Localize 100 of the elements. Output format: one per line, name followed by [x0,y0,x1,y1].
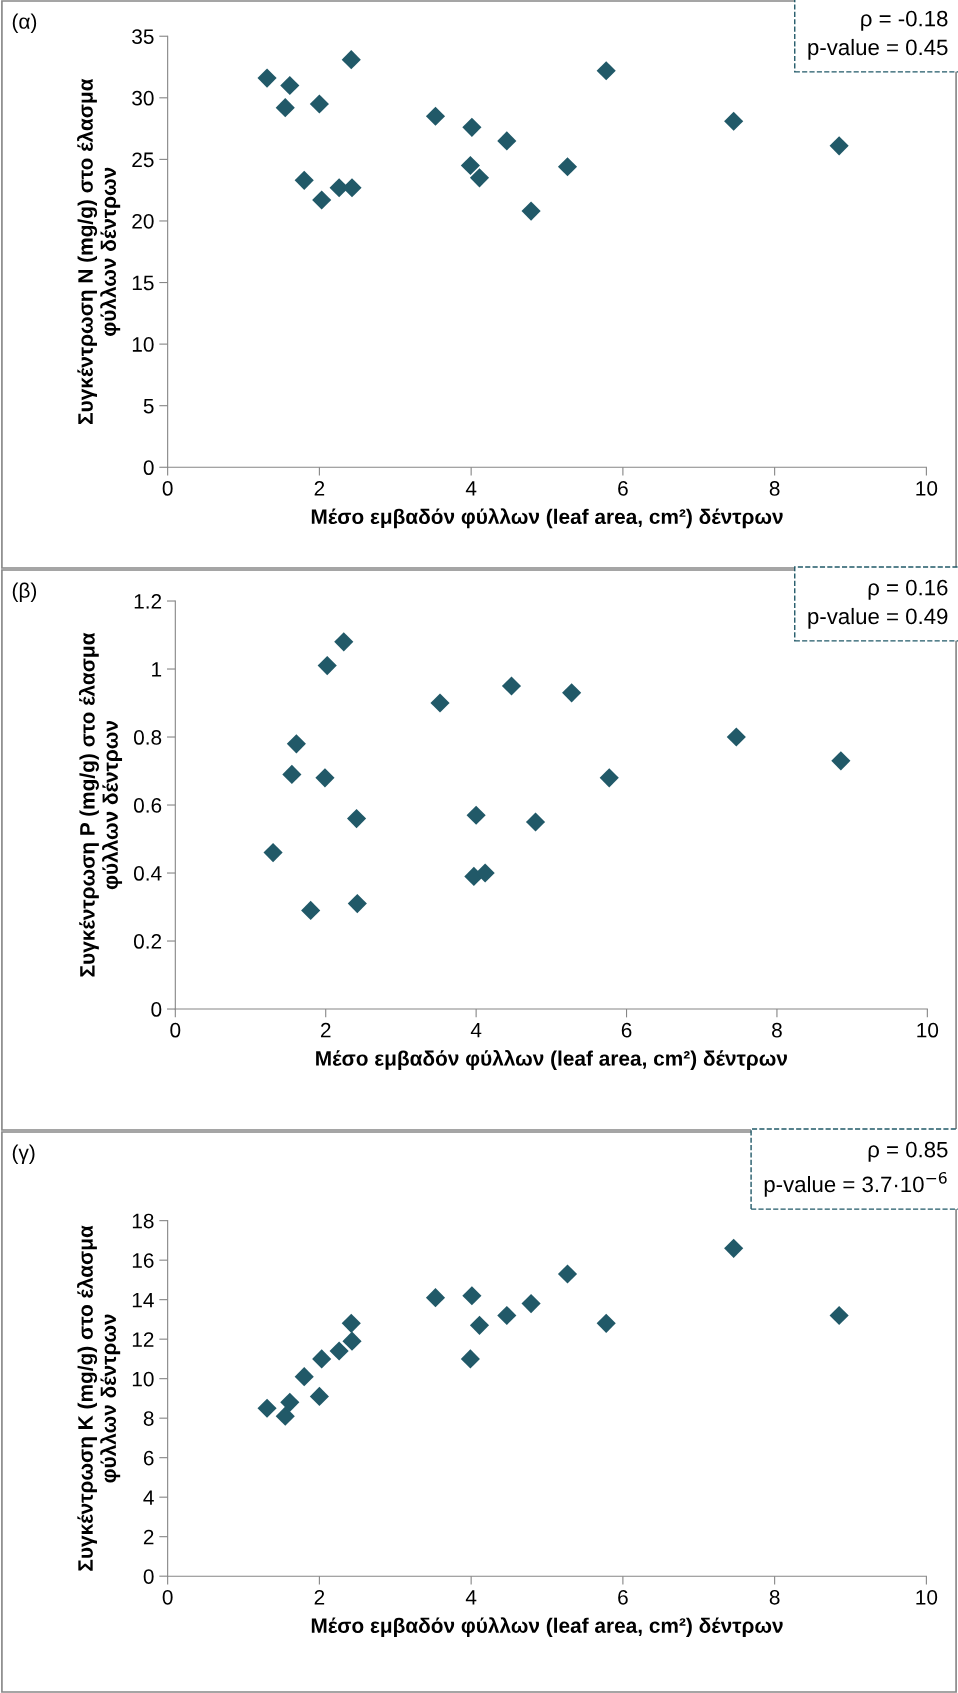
y-axis-title: Συγκέντρωση K (mg/g) στο έλασμα φύλλων δέντρων [77,1225,121,1571]
point [341,50,361,70]
x-tick-label: 10 [916,1589,938,1605]
x-tick-label: 2 [320,1022,331,1038]
x-tick-label: 4 [465,1590,477,1605]
point [497,131,517,151]
point [286,734,306,754]
point [469,168,490,188]
y-tick-label: 0 [143,460,154,476]
y-tick-label: 16 [132,1253,154,1268]
annotation: ρ = 0.16 p-value = 0.49 [808,579,948,629]
x-tick-label: 2 [314,481,325,496]
y-tick-label: 0 [143,1569,154,1584]
y-axis-title: Συγκέντρωση N (mg/g) στο έλασμα φύλλων δέντρων [77,78,121,425]
point [562,683,582,703]
point [521,1294,541,1314]
point [312,190,332,210]
y-tick-label: 18 [132,1213,154,1229]
point [282,764,302,784]
y-tick-label: 25 [132,152,154,168]
x-tick-label: 6 [618,1589,628,1605]
x-tick-label: 10 [917,1022,939,1038]
point [280,75,300,96]
point [309,94,329,114]
point [315,768,335,788]
y-tick-label: 0 [151,1002,162,1017]
point [430,693,450,713]
text: (α) [12,13,37,33]
point [557,1264,578,1284]
point [724,1238,744,1258]
y-tick-label: 20 [132,213,154,229]
point [275,98,295,118]
x-tick-label: 0 [162,1589,173,1605]
x-tick-label: 2 [314,1589,325,1605]
x-axis-title: Μέσο εμβαδόν φύλλων (leaf area, cm²) δέντρων [316,1049,787,1070]
point [726,727,746,747]
point [334,632,354,652]
point [521,201,541,221]
y-tick-label: 0.2 [133,934,162,949]
point [829,136,849,156]
text: (γ) [12,1144,35,1164]
y-tick-label: 1.2 [134,594,162,609]
y-tick-label: 2 [143,1529,154,1545]
text: (β) [12,582,37,602]
point [724,111,744,131]
x-tick-label: 6 [621,1022,632,1038]
y-tick-label: 0.6 [133,798,162,813]
point [501,676,522,696]
y-tick-label: 0.4 [133,866,162,881]
point [831,751,851,771]
x-tick-label: 0 [162,481,173,496]
y-axis-title: Συγκέντρωση P (mg/g) στο έλασμα φύλλων δέντρων [78,632,123,977]
point [312,1349,332,1369]
point [329,1341,349,1361]
point [317,656,337,676]
point [460,1349,480,1369]
point [460,155,480,176]
x-tick-label: 6 [618,481,628,496]
y-tick-label: 0.8 [133,730,162,745]
x-tick-label: 8 [769,1589,780,1605]
annotation: ρ = -0.18 p-value = 0.45 [808,10,948,60]
point [257,1398,277,1418]
point [596,61,616,81]
point [462,117,482,137]
point [525,812,546,832]
point [280,1392,300,1412]
y-tick-label: 12 [132,1332,154,1347]
point [346,809,367,829]
point [294,170,314,190]
y-tick-label: 35 [132,29,154,44]
point [475,863,495,883]
point [275,1406,295,1426]
y-tick-label: 4 [143,1490,154,1505]
y-tick-label: 1 [152,662,162,677]
x-tick-label: 0 [170,1022,181,1038]
y-tick-label: 15 [132,275,154,291]
point [347,894,367,914]
x-tick-label: 4 [470,1022,482,1038]
x-tick-label: 8 [772,1022,782,1038]
point [342,1331,362,1351]
point [425,1288,446,1308]
point [469,1315,490,1335]
point [599,768,619,788]
point [342,178,362,198]
y-tick-label: 5 [143,398,154,414]
y-tick-label: 14 [132,1292,154,1308]
point [596,1313,616,1333]
point [425,106,446,126]
point [263,843,283,863]
text: ρ = 0.85 p-value = 3.7·10$^{−6}$ [764,1141,948,1197]
y-tick-label: 10 [132,1371,154,1387]
point [462,1286,482,1306]
point [309,1386,329,1407]
y-tick-label: 6 [143,1450,154,1466]
point [557,157,578,177]
x-axis-title: Μέσο εμβαδόν φύλλων (leaf area, cm²) δέντρων [311,508,783,529]
y-tick-label: 30 [132,90,154,106]
x-tick-label: 10 [916,481,938,496]
point [466,805,486,825]
x-tick-label: 4 [465,481,477,496]
